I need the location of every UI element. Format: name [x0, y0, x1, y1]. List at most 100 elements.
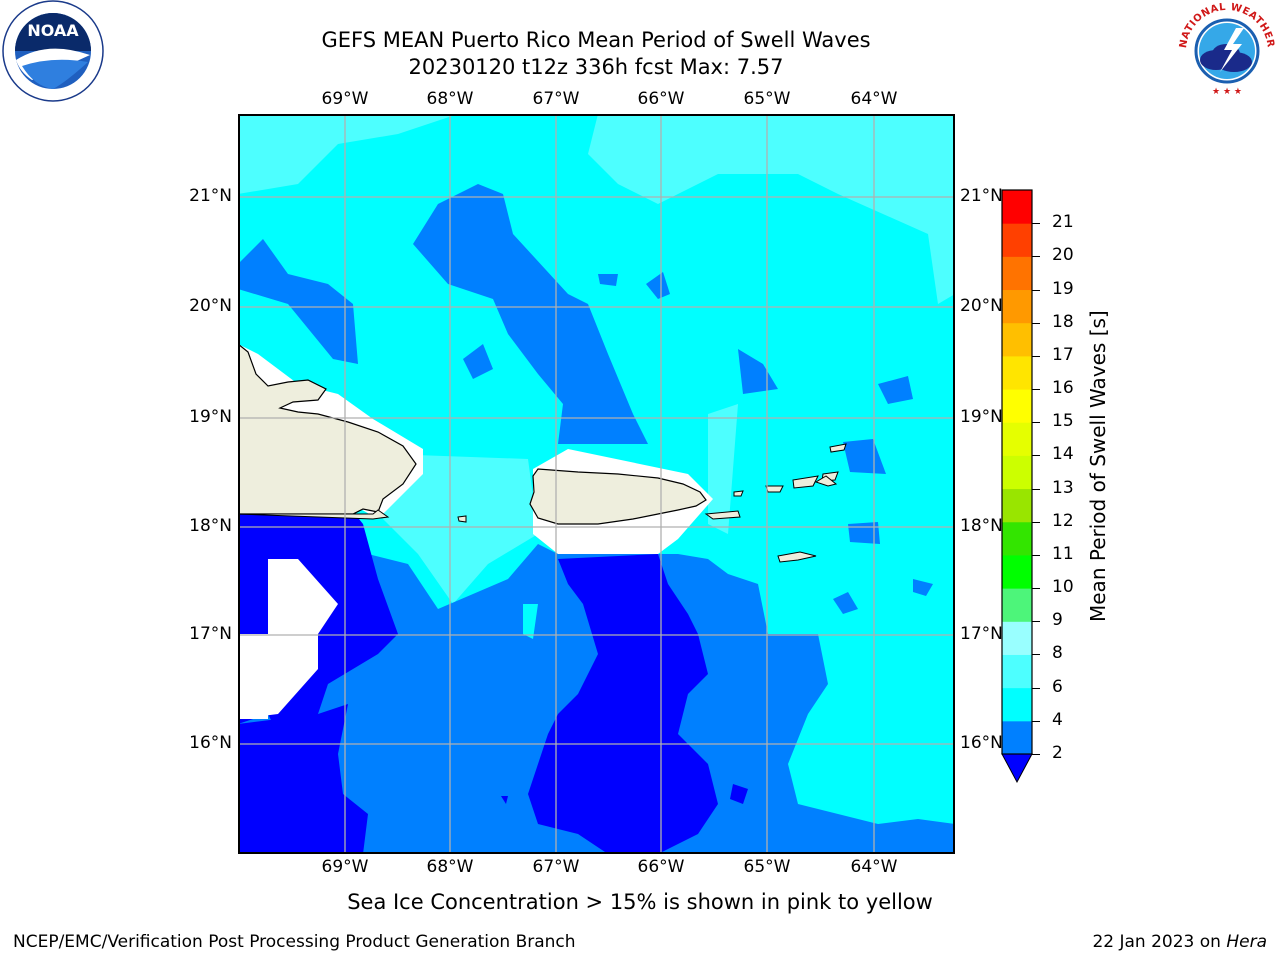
- lon-tick-top: 68°W: [426, 89, 474, 109]
- contour-6to8-patch: [378, 454, 538, 604]
- land-puerto-rico: [529, 468, 707, 525]
- colorbar-tick-mark: [1032, 521, 1040, 523]
- colorbar: [1000, 186, 1036, 786]
- colorbar-tick-mark: [1032, 588, 1040, 590]
- lat-tick-left: 17°N: [189, 624, 232, 644]
- colorbar-label: Mean Period of Swell Waves [s]: [1086, 310, 1110, 622]
- colorbar-tick-label: 9: [1052, 610, 1063, 631]
- colorbar-tick-label: 8: [1052, 643, 1063, 664]
- colorbar-tick-label: 6: [1052, 676, 1063, 697]
- footer-credit: NCEP/EMC/Verification Post Processing Pr…: [13, 932, 576, 952]
- colorbar-tick-label: 19: [1052, 278, 1074, 299]
- colorbar-tick-label: 18: [1052, 311, 1074, 332]
- contour-2to4-patch: [238, 239, 358, 364]
- lon-tick-top: 69°W: [321, 89, 369, 109]
- lon-tick-bottom: 69°W: [321, 857, 369, 877]
- colorbar-tick-label: 13: [1052, 477, 1074, 498]
- graticule: [238, 114, 955, 854]
- land-vieques: [704, 510, 741, 520]
- lat-tick-right: 19°N: [960, 407, 1003, 427]
- contour-6to8-patch: [588, 114, 955, 304]
- lon-tick-bottom: 64°W: [850, 857, 898, 877]
- colorbar-tick-mark: [1032, 554, 1040, 556]
- chart-subtitle: 20230120 t12z 336h fcst Max: 7.57: [408, 55, 784, 79]
- colorbar-segment: [1002, 488, 1032, 523]
- colorbar-segment: [1002, 322, 1032, 357]
- land-virgin-islands: [765, 485, 784, 493]
- footer-date-text: 22 Jan 2023 on: [1092, 932, 1227, 952]
- colorbar-tick-label: 20: [1052, 245, 1074, 266]
- colorbar-tick-mark: [1032, 355, 1040, 357]
- map-panel: [237, 114, 955, 854]
- colorbar-tick-label: 4: [1052, 709, 1063, 730]
- lat-tick-left: 21°N: [189, 186, 232, 206]
- colorbar-segment: [1002, 223, 1032, 257]
- colorbar-segment: [1002, 720, 1032, 755]
- lat-tick-left: 20°N: [189, 296, 232, 316]
- colorbar-tick-mark: [1032, 754, 1040, 755]
- colorbar-segment: [1002, 289, 1032, 324]
- contour-6to8-patch: [238, 114, 458, 194]
- lat-tick-right: 17°N: [960, 624, 1003, 644]
- colorbar-tick-mark: [1032, 654, 1040, 656]
- swell-period-contour-map: [237, 114, 955, 854]
- colorbar-segment: [1002, 455, 1032, 490]
- colorbar-segment: [1002, 621, 1032, 655]
- colorbar-tick-mark: [1032, 389, 1040, 391]
- svg-text:★ ★ ★: ★ ★ ★: [1212, 87, 1242, 97]
- lat-tick-right: 18°N: [960, 516, 1003, 536]
- colorbar-segment: [1002, 554, 1032, 589]
- colorbar-segment: [1002, 422, 1032, 456]
- lon-tick-bottom: 66°W: [637, 857, 685, 877]
- lat-tick-right: 20°N: [960, 296, 1003, 316]
- colorbar-tick-label: 14: [1052, 444, 1074, 465]
- sea-ice-note: Sea Ice Concentration > 15% is shown in …: [347, 890, 933, 914]
- colorbar-tick-mark: [1032, 289, 1040, 291]
- colorbar-frame: [1001, 189, 1033, 755]
- colorbar-tick-mark: [1032, 621, 1040, 623]
- lon-tick-bottom: 67°W: [532, 857, 580, 877]
- colorbar-tick-mark: [1032, 455, 1040, 457]
- land-st-croix: [777, 551, 817, 563]
- colorbar-tick-label: 16: [1052, 378, 1074, 399]
- colorbar-tick-mark: [1032, 256, 1040, 258]
- colorbar-tick-mark: [1032, 488, 1040, 490]
- colorbar-tick-mark: [1032, 422, 1040, 424]
- lat-tick-right: 16°N: [960, 733, 1003, 753]
- lon-tick-bottom: 65°W: [743, 857, 791, 877]
- lon-tick-top: 64°W: [850, 89, 898, 109]
- colorbar-tick-mark: [1032, 687, 1040, 689]
- contour-2to4-patch: [413, 184, 648, 444]
- colorbar-tick-label: 11: [1052, 543, 1074, 564]
- colorbar-segment: [1002, 521, 1032, 556]
- map-frame: [238, 114, 955, 854]
- lat-tick-left: 19°N: [189, 407, 232, 427]
- colorbar-segment: [1002, 389, 1032, 423]
- chart-title: GEFS MEAN Puerto Rico Mean Period of Swe…: [321, 28, 871, 52]
- lat-tick-left: 18°N: [189, 516, 232, 536]
- lon-tick-top: 66°W: [637, 89, 685, 109]
- masked-area-southwest: [238, 559, 338, 719]
- footer-date: 22 Jan 2023 on Hera: [1092, 932, 1267, 952]
- colorbar-tick-label: 10: [1052, 577, 1074, 598]
- colorbar-tick-label: 15: [1052, 411, 1074, 432]
- footer-host: Hera: [1226, 932, 1267, 952]
- lat-tick-left: 16°N: [189, 733, 232, 753]
- colorbar-tick-mark: [1032, 322, 1040, 324]
- colorbar-segment: [1002, 256, 1032, 291]
- colorbar-tick-label: 21: [1052, 212, 1074, 233]
- lat-tick-right: 21°N: [960, 186, 1003, 206]
- lon-tick-bottom: 68°W: [426, 857, 474, 877]
- lon-tick-top: 67°W: [532, 89, 580, 109]
- colorbar-segment: [1002, 190, 1032, 224]
- nws-logo: NATIONAL WEATHER SERVICE ★ ★ ★: [1172, 0, 1278, 102]
- colorbar-segment: [1002, 588, 1032, 622]
- colorbar-tick-mark: [1032, 223, 1040, 225]
- colorbar-tick-mark: [1032, 720, 1040, 722]
- colorbar-tick-label: 17: [1052, 344, 1074, 365]
- colorbar-extend-triangle: [1001, 753, 1033, 784]
- colorbar-segment: [1002, 355, 1032, 390]
- colorbar-tick-label: 2: [1052, 743, 1063, 763]
- colorbar-tick-label: 12: [1052, 510, 1074, 531]
- contour-lt2-central: [528, 554, 718, 854]
